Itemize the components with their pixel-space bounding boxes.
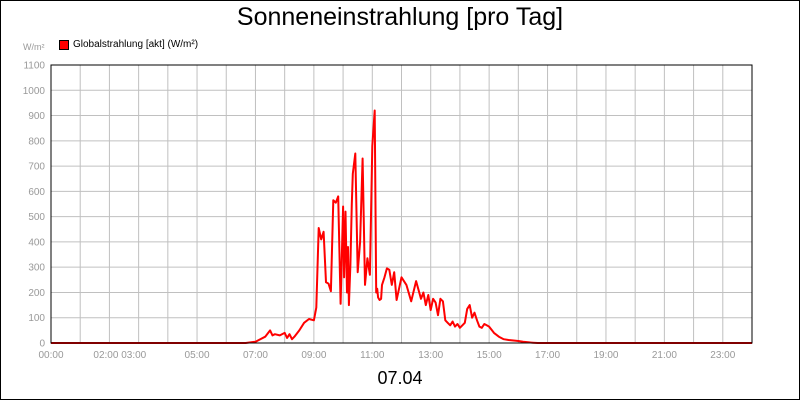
y-tick-label: 0 <box>39 339 45 350</box>
date-label: 07.04 <box>377 368 423 388</box>
y-tick-label: 1000 <box>23 86 46 97</box>
y-tick-label: 200 <box>28 288 45 299</box>
y-tick-label: 500 <box>28 212 45 223</box>
grid <box>51 64 752 344</box>
y-axis-unit-label: W/m² <box>23 42 45 52</box>
x-tick-label: 07:00 <box>243 350 268 361</box>
y-axis-ticks: 0 100 200 300 400 500 600 700 800 900 1000 1100 <box>23 61 46 350</box>
x-tick-label: 23:00 <box>710 350 735 361</box>
x-tick-label: 02:00 03:00 <box>93 350 146 361</box>
x-tick-label: 19:00 <box>593 350 618 361</box>
x-tick-label: 17:00 <box>535 350 560 361</box>
chart-title: Sonneneinstrahlung [pro Tag] <box>236 3 564 31</box>
y-tick-label: 700 <box>28 162 45 173</box>
x-axis-ticks: 00:00 02:00 03:00 05:00 07:00 09:00 11:00 13:0… <box>38 350 735 361</box>
x-tick-label: 00:00 <box>38 350 63 361</box>
legend-swatch <box>59 39 69 50</box>
plot-area-border <box>50 64 753 344</box>
x-tick-label: 09:00 <box>301 350 326 361</box>
x-tick-label: 05:00 <box>185 350 210 361</box>
y-tick-label: 100 <box>28 313 45 324</box>
series-line-globalstrahlung <box>51 109 752 344</box>
y-tick-label: 300 <box>28 263 45 274</box>
y-tick-label: 800 <box>28 136 45 147</box>
x-tick-label: 13:00 <box>418 350 443 361</box>
legend: Globalstrahlung [akt] (W/m²) <box>59 39 198 50</box>
y-tick-label: 600 <box>28 187 45 198</box>
y-tick-label: 1100 <box>23 61 45 72</box>
x-tick-label: 21:00 <box>652 350 677 361</box>
y-tick-label: 400 <box>28 237 45 248</box>
x-tick-label: 15:00 <box>477 350 502 361</box>
y-tick-label: 900 <box>28 111 45 122</box>
legend-label: Globalstrahlung [akt] (W/m²) <box>73 39 199 50</box>
x-tick-label: 11:00 <box>360 350 385 361</box>
